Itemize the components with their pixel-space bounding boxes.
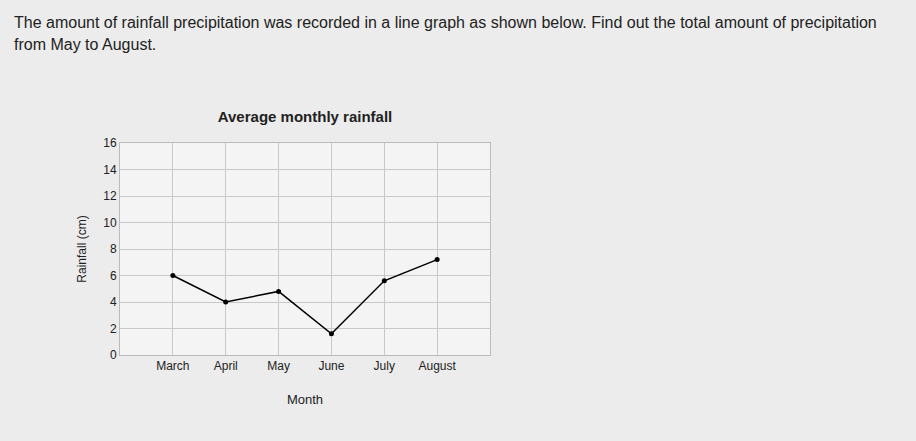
svg-text:July: July [374, 359, 395, 373]
svg-text:10: 10 [103, 216, 117, 230]
svg-text:Average monthly rainfall: Average monthly rainfall [218, 108, 393, 125]
html-text:The amount of rainfall precipi: The amount of rainfall precipitation was… [14, 14, 877, 53]
svg-text:16: 16 [103, 136, 117, 150]
svg-text:12: 12 [103, 189, 117, 203]
svg-text:4: 4 [110, 295, 117, 309]
svg-text:2: 2 [110, 322, 117, 336]
svg-text:June: June [318, 359, 344, 373]
svg-text:Month: Month [287, 392, 323, 407]
svg-text:Rainfall (cm): Rainfall (cm) [75, 215, 89, 282]
svg-text:August: August [418, 359, 456, 373]
svg-text:May: May [267, 359, 290, 373]
svg-text:8: 8 [110, 242, 117, 256]
svg-text:14: 14 [103, 163, 117, 177]
svg-text:0: 0 [110, 348, 117, 362]
svg-text:6: 6 [110, 269, 117, 283]
svg-text:March: March [156, 359, 189, 373]
svg-text:April: April [214, 359, 238, 373]
